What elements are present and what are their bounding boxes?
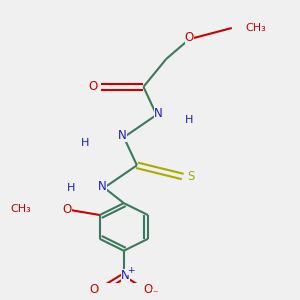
Text: N: N bbox=[121, 269, 130, 283]
Text: O: O bbox=[184, 31, 194, 44]
Text: N: N bbox=[154, 107, 163, 120]
Text: +: + bbox=[127, 266, 135, 275]
Text: O: O bbox=[88, 80, 98, 93]
Text: S: S bbox=[187, 170, 195, 183]
Text: N: N bbox=[98, 180, 107, 193]
Text: O: O bbox=[144, 284, 153, 296]
Text: CH₃: CH₃ bbox=[10, 204, 31, 214]
Text: O: O bbox=[62, 203, 72, 216]
Text: CH₃: CH₃ bbox=[245, 23, 266, 33]
Text: N: N bbox=[118, 129, 127, 142]
Text: H: H bbox=[80, 138, 89, 148]
Text: H: H bbox=[185, 116, 194, 125]
Text: ⁻: ⁻ bbox=[152, 289, 158, 299]
Text: H: H bbox=[67, 183, 76, 193]
Text: O: O bbox=[90, 284, 99, 296]
